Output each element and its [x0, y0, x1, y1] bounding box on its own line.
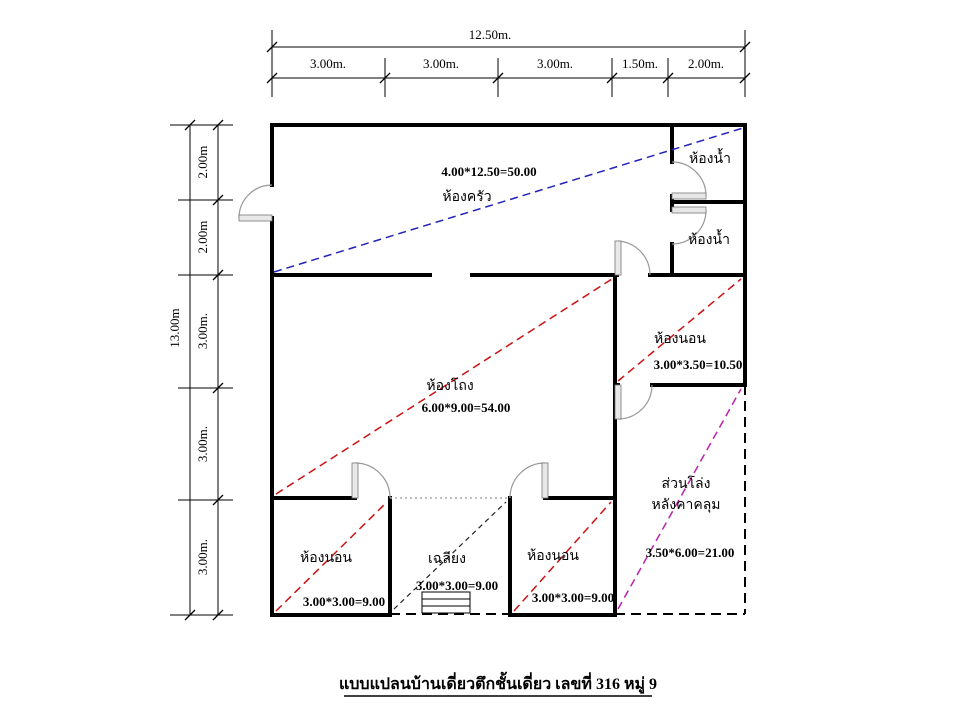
kitchen-diagonal: [273, 127, 744, 273]
bathroom-bottom-label: ห้องน้ำ: [688, 229, 730, 248]
left-segment-dimension: 2.00m: [195, 146, 210, 179]
bedroom-bottom-left-area-label: 3.00*3.00=9.00: [303, 594, 385, 609]
porch-area-label: 3.00*3.00=9.00: [416, 578, 498, 593]
bedroom-right-label: ห้องนอน: [654, 331, 706, 347]
bedroom-right-area-label: 3.00*3.50=10.50: [654, 357, 743, 372]
open-area-label-line1: ส่วนโล่ง: [662, 475, 711, 492]
top-segment-dimension: 2.00m.: [688, 56, 724, 71]
kitchen-door: [238, 184, 273, 222]
bedroom-bottom-left-label: ห้องนอน: [300, 550, 352, 566]
bedroom-bottom-left-door: [351, 462, 391, 499]
left-segment-dimension: 3.00m.: [195, 539, 210, 575]
kitchen-label: ห้องครัว: [442, 189, 491, 205]
left-segment-dimension: 3.00m.: [195, 313, 210, 349]
bedroom-bottom-right-label: ห้องนอน: [527, 548, 579, 564]
porch-diagonal: [393, 501, 507, 610]
stairs: [421, 591, 471, 614]
open-area-label-line2: หลังคาคลุม: [651, 498, 720, 513]
bathroom-bottom-door: [671, 206, 707, 245]
hall-label: ห้องโถง: [426, 377, 473, 394]
left-dimension-lines: [170, 119, 233, 621]
top-segment-dimension: 3.00m.: [310, 56, 346, 71]
bathroom-top-label: ห้องน้ำ: [689, 148, 731, 167]
bedroom-right-door: [614, 384, 653, 420]
open-area-diagonal: [617, 388, 742, 610]
open-area-area-label: 3.50*6.00=21.00: [646, 545, 735, 560]
kitchen-area-label: 4.00*12.50=50.00: [441, 164, 536, 179]
plan-title: แบบแปลนบ้านเดี่ยวตึกชั้นเดี่ยว เลขที่ 31…: [339, 671, 657, 695]
left-total-dimension: 13.00m: [167, 308, 182, 347]
top-segment-dimension: 3.00m.: [537, 56, 573, 71]
bathroom-top-door: [671, 161, 707, 200]
bedroom-bottom-right-door: [509, 462, 549, 499]
top-segment-dimension: 1.50m.: [622, 56, 658, 71]
left-segment-dimension: 2.00m: [195, 221, 210, 254]
hall-diagonal: [275, 278, 613, 495]
hall-area-label: 6.00*9.00=54.00: [422, 400, 511, 415]
bedroom-bottom-right-area-label: 3.00*3.00=9.00: [532, 590, 614, 605]
top-segment-dimension: 3.00m.: [423, 56, 459, 71]
walls: [270, 123, 747, 617]
dashed-boundaries: [390, 385, 746, 615]
kitchen-zone-door: [614, 240, 651, 276]
bedroom-bottom-right-diagonal: [513, 501, 612, 612]
top-dimension-lines: [266, 30, 751, 97]
porch-label: เฉลียง: [428, 551, 466, 567]
doors: [238, 161, 707, 499]
bedroom-right-diagonal: [617, 278, 742, 382]
left-segment-dimension: 3.00m.: [195, 426, 210, 462]
top-total-dimension: 12.50m.: [469, 27, 512, 42]
